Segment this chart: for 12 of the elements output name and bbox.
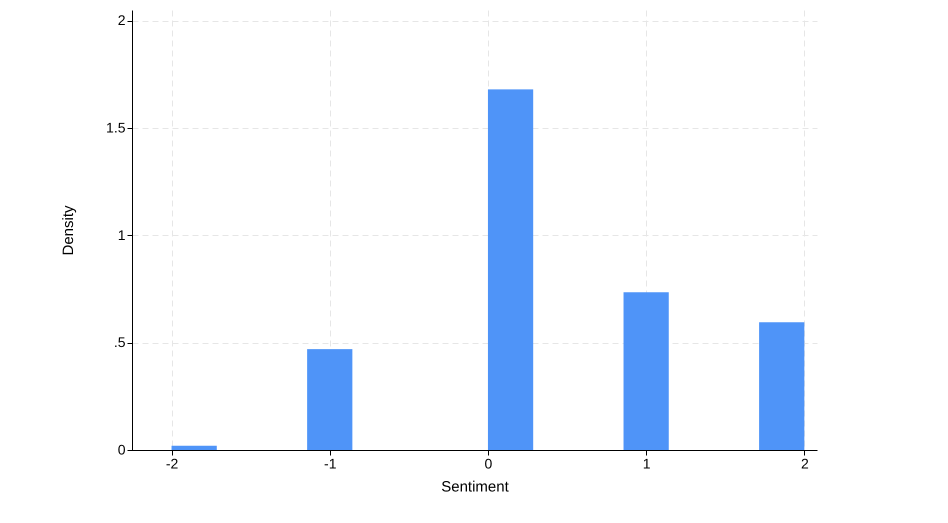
y-tick-label: 0 [118, 442, 126, 458]
x-tick-label: -2 [166, 456, 178, 472]
y-tick-label: 2 [118, 12, 126, 28]
x-tick-label: 1 [642, 456, 651, 472]
x-axis-title: Sentiment [441, 478, 510, 496]
x-tick-label: -1 [324, 456, 337, 472]
y-tick-label: 1.5 [106, 120, 126, 136]
y-tick-label: 1 [118, 226, 126, 243]
y-tick-label: .5 [114, 334, 126, 350]
y-axis-title: Density [60, 205, 78, 256]
x-tick-label: 0 [484, 456, 493, 472]
x-tick-label: 2 [800, 456, 809, 472]
